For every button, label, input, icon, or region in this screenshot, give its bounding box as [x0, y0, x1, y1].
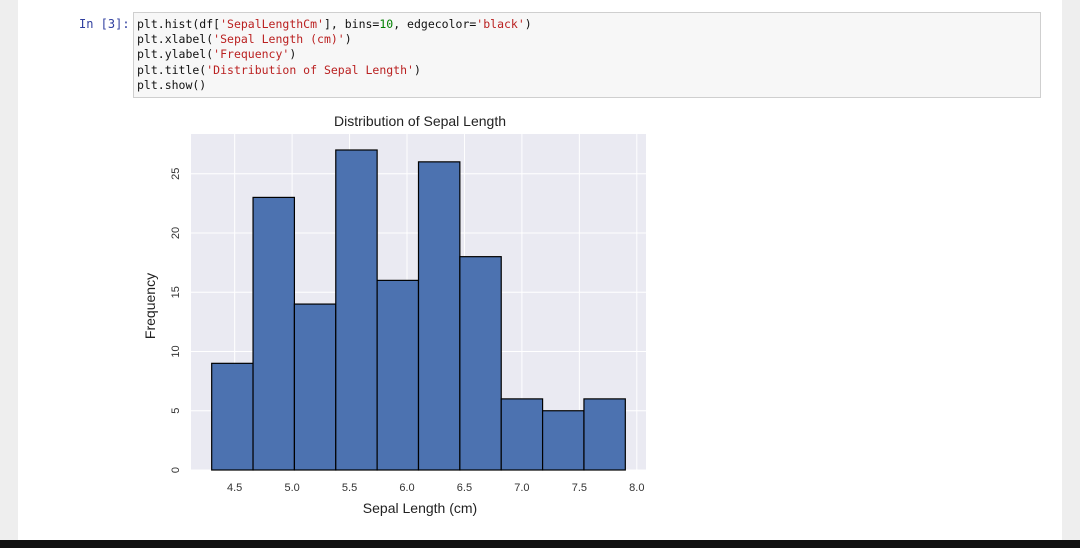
code-cell-input[interactable]: plt.hist(df['SepalLengthCm'], bins=10, e…: [133, 12, 1041, 98]
x-tick-label: 7.5: [572, 482, 587, 494]
code-token: plt.hist(df[: [137, 17, 221, 31]
y-tick-label: 20: [170, 227, 182, 239]
histogram-bar: [293, 303, 337, 471]
x-axis-label: Sepal Length (cm): [363, 500, 477, 516]
x-tick-label: 5.0: [284, 482, 299, 494]
code-token: plt.title(: [137, 62, 207, 77]
x-tick-label: 7.0: [514, 482, 529, 494]
bars: [211, 149, 626, 471]
code-token: 10: [379, 17, 394, 31]
histogram-bar: [500, 398, 544, 471]
y-tick-label: 10: [170, 345, 182, 357]
histogram-bar: [459, 256, 502, 471]
code-token: ): [524, 17, 532, 31]
histogram-bar: [252, 196, 296, 471]
code-token: plt.xlabel(: [137, 32, 214, 47]
y-tick-label: 5: [170, 408, 182, 414]
code-token: 'Frequency': [213, 47, 290, 62]
bottom-taskbar: [0, 540, 1080, 548]
code-line: plt.title('Distribution of Sepal Length'…: [137, 63, 1040, 78]
y-tick-label: 15: [170, 286, 182, 298]
x-tick-label: 6.5: [457, 482, 472, 494]
code-token: ): [289, 47, 297, 62]
histogram-bar: [583, 398, 626, 471]
code-token: plt.ylabel(: [137, 47, 214, 62]
histogram-bar: [376, 279, 420, 471]
code-token: 'Sepal Length (cm)': [213, 32, 345, 47]
code-token: ], bins=: [323, 17, 380, 31]
chart-title: Distribution of Sepal Length: [334, 113, 506, 129]
code-line: plt.show(): [137, 78, 1040, 93]
y-axis-label: Frequency: [142, 273, 158, 339]
cell-prompt: In [3]:: [79, 17, 130, 31]
code-token: ): [344, 32, 352, 47]
code-line: plt.ylabel('Frequency'): [137, 47, 1040, 62]
histogram-bar: [541, 410, 585, 471]
x-tick-label: 8.0: [629, 482, 644, 494]
x-tick-label: 4.5: [227, 482, 242, 494]
code-token: plt.show(): [137, 77, 207, 92]
code-token: , edgecolor=: [393, 17, 477, 31]
code-line: plt.hist(df['SepalLengthCm'], bins=10, e…: [137, 17, 1040, 32]
histogram-bar: [417, 161, 461, 471]
tick-labels: 4.5 5.0 5.5 6.0 6.5 7.0 7.5 8.0 0 5 10 15 20 25: [170, 168, 644, 494]
histogram-bar: [211, 362, 254, 471]
code-token: 'SepalLengthCm': [220, 17, 324, 31]
code-token: 'black': [476, 17, 525, 31]
histogram-output: 4.5 5.0 5.5 6.0 6.5 7.0 7.5 8.0 0 5 10 15 20 25 Distr…: [133, 108, 663, 533]
x-tick-label: 6.0: [399, 482, 414, 494]
histogram-chart: 4.5 5.0 5.5 6.0 6.5 7.0 7.5 8.0 0 5 10 15 20 25 Distr…: [142, 113, 646, 516]
code-token: ): [413, 62, 421, 77]
code-token: 'Distribution of Sepal Length': [206, 62, 414, 77]
y-tick-label: 0: [170, 467, 182, 473]
code-line: plt.xlabel('Sepal Length (cm)'): [137, 32, 1040, 47]
histogram-bar: [335, 149, 378, 471]
y-tick-label: 25: [170, 168, 182, 180]
x-tick-label: 5.5: [342, 482, 357, 494]
